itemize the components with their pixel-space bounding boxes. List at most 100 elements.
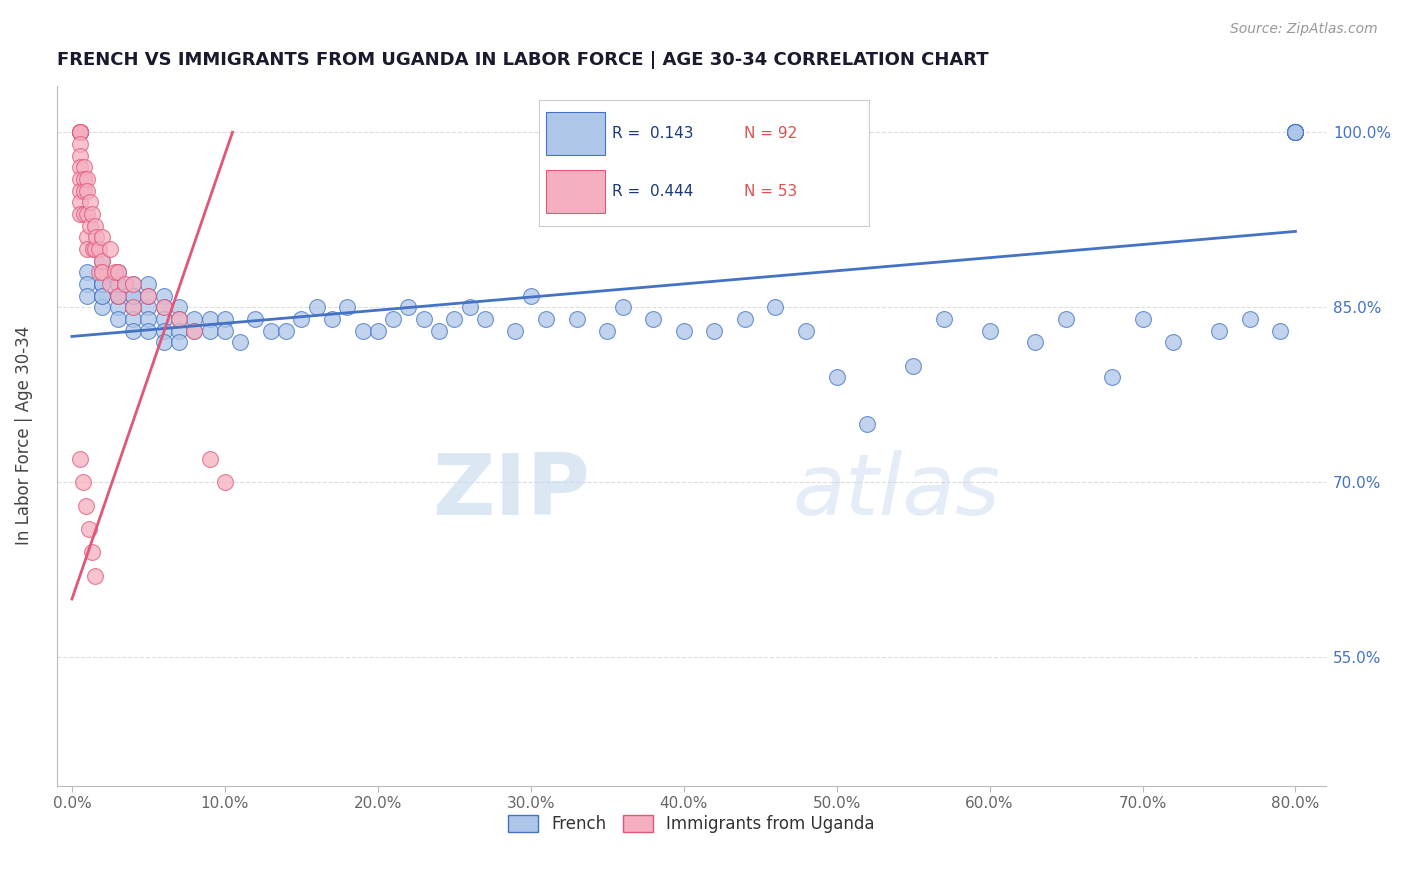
Point: [69, 184, 91, 198]
Text: Source: ZipAtlas.com: Source: ZipAtlas.com: [1230, 22, 1378, 37]
Point: [167, 335, 190, 350]
Point: [91, 277, 114, 291]
Point: [122, 312, 145, 326]
Point: [122, 288, 145, 302]
Point: [107, 300, 129, 314]
Point: [69, 160, 91, 174]
Point: [91, 253, 114, 268]
Point: [167, 324, 190, 338]
Point: [91, 265, 114, 279]
Point: [91, 288, 114, 302]
Point: [412, 312, 434, 326]
Point: [1284, 125, 1306, 139]
Point: [69, 125, 91, 139]
Point: [458, 300, 481, 314]
Point: [152, 300, 174, 314]
Point: [427, 324, 450, 338]
Point: [104, 265, 127, 279]
Point: [198, 312, 221, 326]
Point: [443, 312, 465, 326]
Point: [1054, 312, 1077, 326]
Point: [73, 207, 96, 221]
Point: [107, 265, 129, 279]
Point: [69, 195, 91, 210]
Point: [98, 277, 121, 291]
Point: [734, 312, 756, 326]
Y-axis label: In Labor Force | Age 30-34: In Labor Force | Age 30-34: [15, 326, 32, 545]
Point: [152, 324, 174, 338]
Point: [167, 312, 190, 326]
Point: [152, 300, 174, 314]
Point: [703, 324, 725, 338]
Point: [612, 300, 634, 314]
Point: [138, 288, 160, 302]
Point: [1284, 125, 1306, 139]
Point: [1284, 125, 1306, 139]
Point: [69, 125, 91, 139]
Point: [91, 265, 114, 279]
Point: [69, 148, 91, 162]
Point: [77, 522, 100, 536]
Point: [167, 300, 190, 314]
Point: [794, 324, 817, 338]
Point: [1208, 324, 1230, 338]
Point: [69, 207, 91, 221]
Point: [229, 335, 252, 350]
Point: [1284, 125, 1306, 139]
Point: [91, 277, 114, 291]
Point: [474, 312, 496, 326]
Point: [1132, 312, 1154, 326]
Point: [73, 172, 96, 186]
Point: [152, 288, 174, 302]
Point: [69, 136, 91, 151]
Point: [198, 452, 221, 467]
Text: ZIP: ZIP: [432, 450, 589, 533]
Point: [91, 230, 114, 244]
Point: [138, 300, 160, 314]
Point: [1024, 335, 1046, 350]
Point: [122, 277, 145, 291]
Point: [89, 265, 111, 279]
Point: [1284, 125, 1306, 139]
Point: [643, 312, 665, 326]
Point: [565, 312, 588, 326]
Point: [1270, 324, 1292, 338]
Point: [98, 242, 121, 256]
Point: [825, 370, 848, 384]
Point: [138, 324, 160, 338]
Point: [76, 172, 98, 186]
Point: [214, 312, 236, 326]
Point: [336, 300, 359, 314]
Point: [86, 230, 108, 244]
Point: [79, 195, 101, 210]
Point: [122, 288, 145, 302]
Point: [596, 324, 619, 338]
Text: atlas: atlas: [793, 450, 1001, 533]
Point: [183, 312, 205, 326]
Point: [73, 184, 96, 198]
Point: [1284, 125, 1306, 139]
Point: [519, 288, 541, 302]
Point: [932, 312, 955, 326]
Point: [214, 475, 236, 490]
Point: [89, 242, 111, 256]
Point: [69, 452, 91, 467]
Point: [765, 300, 787, 314]
Point: [107, 288, 129, 302]
Point: [82, 242, 104, 256]
Point: [505, 324, 527, 338]
Point: [69, 172, 91, 186]
Point: [76, 265, 98, 279]
Point: [1284, 125, 1306, 139]
Point: [138, 277, 160, 291]
Point: [367, 324, 389, 338]
Point: [73, 160, 96, 174]
Point: [214, 324, 236, 338]
Point: [534, 312, 557, 326]
Point: [122, 277, 145, 291]
Point: [167, 312, 190, 326]
Point: [856, 417, 879, 431]
Point: [107, 288, 129, 302]
Point: [107, 277, 129, 291]
Point: [76, 230, 98, 244]
